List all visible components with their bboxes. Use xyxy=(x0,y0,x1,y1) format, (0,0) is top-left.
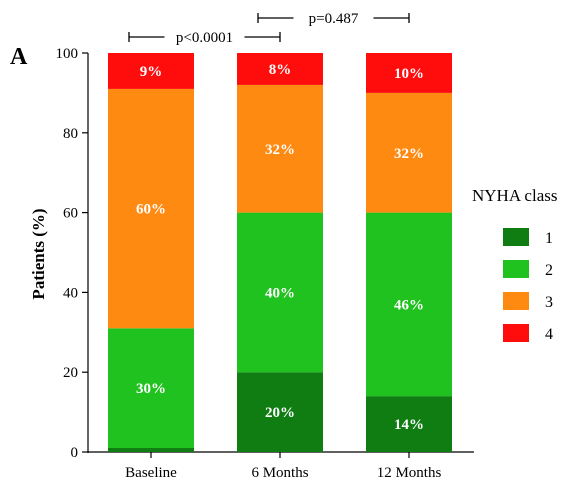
y-axis-title: Patients (%) xyxy=(29,208,48,299)
bar-segment-2-class-4 xyxy=(237,53,323,85)
segment-data-label: 14% xyxy=(394,417,424,433)
bar-segment-3-class-4 xyxy=(366,53,452,93)
legend-label: 4 xyxy=(545,326,553,343)
p-value-annotation: p=0.487 xyxy=(309,11,359,27)
bar-segment-3-class-1 xyxy=(366,396,452,452)
segment-data-label: 8% xyxy=(269,62,292,78)
bar-segment-3-class-2 xyxy=(366,212,452,397)
segment-data-label: 10% xyxy=(394,66,424,82)
bar-segment-1-class-1 xyxy=(108,448,194,452)
legend-label: 3 xyxy=(545,294,553,311)
bar-segment-1-class-4 xyxy=(108,53,194,89)
segment-data-label: 46% xyxy=(394,297,424,313)
bar-segment-1-class-3 xyxy=(108,88,194,329)
bar-segment-2-class-3 xyxy=(237,84,323,213)
bar-segment-2-class-2 xyxy=(237,212,323,373)
legend-label: 2 xyxy=(545,262,553,279)
legend-swatch-class-1 xyxy=(503,228,529,246)
y-tick-label: 60 xyxy=(63,206,78,222)
legend-swatch-class-4 xyxy=(503,324,529,342)
y-tick-label: 0 xyxy=(71,445,79,461)
panel-label: A xyxy=(10,44,28,70)
x-tick-label: Baseline xyxy=(125,465,177,481)
legend-title: NYHA class xyxy=(472,186,557,205)
bar-segment-1-class-2 xyxy=(108,328,194,449)
plot-area: 0 20 40 60 80 100 30% 60% 9% Baseline 20% 40% 32% 8% 6… xyxy=(56,11,474,481)
segment-data-label: 9% xyxy=(140,64,163,80)
y-tick-label: 40 xyxy=(63,285,78,301)
segment-data-label: 20% xyxy=(265,405,295,421)
segment-data-label: 30% xyxy=(136,381,166,397)
legend-label: 1 xyxy=(545,230,553,247)
legend-swatch-class-3 xyxy=(503,292,529,310)
x-tick-label: 12 Months xyxy=(377,465,442,481)
bar-segment-3-class-3 xyxy=(366,92,452,213)
bar-segment-2-class-1 xyxy=(237,372,323,452)
y-tick-label: 80 xyxy=(63,126,78,142)
y-tick-label: 100 xyxy=(56,46,79,62)
p-value-annotation: p<0.0001 xyxy=(176,30,233,46)
segment-data-label: 60% xyxy=(136,202,166,218)
segment-data-label: 32% xyxy=(265,142,295,158)
y-tick-label: 20 xyxy=(63,365,78,381)
x-tick-label: 6 Months xyxy=(251,465,308,481)
segment-data-label: 32% xyxy=(394,146,424,162)
segment-data-label: 40% xyxy=(265,285,295,301)
legend-swatch-class-2 xyxy=(503,260,529,278)
legend: NYHA class 1 2 3 4 xyxy=(472,186,557,343)
